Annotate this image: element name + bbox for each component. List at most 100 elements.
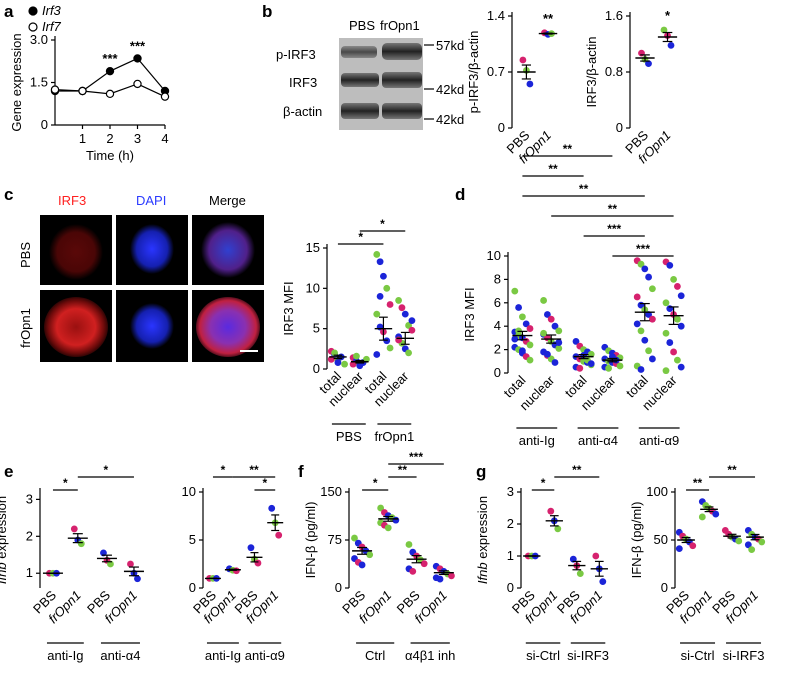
d-ytick-label-2: 4 xyxy=(494,318,501,333)
f-group-0-point-4 xyxy=(366,551,374,559)
d-group-1-point-15 xyxy=(540,329,547,337)
f-group-3-point-6 xyxy=(436,575,444,583)
d-group-1-point-2 xyxy=(547,315,555,323)
a-xtick-label-1: 2 xyxy=(106,131,113,146)
blot-band-actin-fropn1 xyxy=(382,103,422,119)
d-group-4-point-10 xyxy=(633,320,641,328)
d-group-5-point-9 xyxy=(677,322,685,330)
d-group-1-point-3 xyxy=(551,322,559,330)
d-sig-3: ** xyxy=(608,202,618,216)
f-group-0-point-7 xyxy=(358,561,366,569)
d-group-0-point-17 xyxy=(519,347,526,355)
c-group-label-0: PBS xyxy=(336,429,362,444)
blot-row-pirf3: p-IRF3 xyxy=(276,47,316,62)
d-group-0-point-3 xyxy=(522,320,530,328)
e2-ytick-label-2: 10 xyxy=(182,484,196,499)
e2-ytick-label-0: 0 xyxy=(189,580,196,595)
cell-pbs-irf3 xyxy=(49,224,103,280)
c-sig-1: * xyxy=(380,217,385,231)
d-group-0-point-0 xyxy=(511,287,519,295)
c-ytick-label-1: 5 xyxy=(313,321,320,336)
d-group-5-point-13 xyxy=(674,356,681,364)
c-group-3-point-1 xyxy=(398,304,406,312)
g2-group-0-point-4 xyxy=(689,542,697,550)
d-group-3-point-9 xyxy=(616,362,624,370)
d-sig-0: ** xyxy=(548,162,558,176)
e1-sig-0: * xyxy=(63,476,68,490)
e2-group-3-point-2 xyxy=(275,531,283,539)
a-series-0-point-2 xyxy=(105,66,115,76)
c-group-3-point-0 xyxy=(395,297,403,304)
e2-sig-2: * xyxy=(262,476,267,490)
d-group-1-point-14 xyxy=(555,339,563,346)
d-group-5-point-5 xyxy=(662,299,670,307)
a-annotation-1: *** xyxy=(130,38,146,53)
c-group-3-point-2 xyxy=(401,310,409,318)
cell-pbs-dapi xyxy=(130,224,174,274)
d-group-0-point-4 xyxy=(526,325,534,332)
d-sig-1: *** xyxy=(607,222,621,236)
a-ytick-label-1: 1.5 xyxy=(30,75,48,90)
c-group-3-point-4 xyxy=(408,326,416,334)
f-group-2-point-0 xyxy=(405,541,413,548)
g1-group-2-point-2 xyxy=(576,570,584,577)
g1-ytick-label-3: 3 xyxy=(507,484,514,499)
panel-label-g: g xyxy=(476,462,486,481)
f-group-2-point-4 xyxy=(420,560,428,568)
e1-ytick-label-2: 3 xyxy=(26,491,33,506)
blot-col-pbs: PBS xyxy=(349,18,375,33)
micro-channel-irf3: IRF3 xyxy=(58,193,86,208)
g2-ytick-label-1: 50 xyxy=(654,532,668,547)
d-group-5-point-2 xyxy=(670,276,677,283)
panel-label-d: d xyxy=(455,185,465,204)
b1-ylabel: p-IRF3/β-actin xyxy=(466,31,481,114)
blot-band-pirf3-pbs xyxy=(341,46,377,58)
cell-fropn1-irf3 xyxy=(44,297,108,357)
d-group-0-point-1 xyxy=(515,304,522,311)
g2-ylabel: IFN-β (pg/ml) xyxy=(629,502,644,579)
f-group-1-point-4 xyxy=(392,516,400,524)
d-group-1-point-16 xyxy=(544,350,551,358)
d-group-4-point-5 xyxy=(633,293,641,301)
c-ytick-label-3: 15 xyxy=(306,240,320,255)
d-group-0-point-9 xyxy=(526,341,534,349)
g2-sig-0: ** xyxy=(693,476,703,490)
blot-band-irf3-pbs xyxy=(341,73,379,87)
b1-ytick-label-1: 0.7 xyxy=(487,64,505,79)
a-series-1-point-4 xyxy=(160,92,170,101)
f-group-2-point-6 xyxy=(409,567,417,575)
blot-band-actin-pbs xyxy=(341,103,379,119)
c-group-1-point-7 xyxy=(356,362,364,370)
c-group-2-point-11 xyxy=(376,293,384,300)
c-group-3-point-10 xyxy=(395,336,403,344)
d-ytick-label-4: 8 xyxy=(494,271,501,286)
b1-ytick-label-2: 1.4 xyxy=(487,8,505,23)
blot-band-irf3-fropn1 xyxy=(382,72,422,88)
c-group-2-point-4 xyxy=(386,301,394,308)
b2-ylabel: IRF3/β-actin xyxy=(584,36,599,107)
a-legend-label-1: Irf7 xyxy=(42,19,62,34)
c-group-2-point-2 xyxy=(380,272,387,280)
f-group-label-0: Ctrl xyxy=(365,648,385,663)
micro-channel-dapi: DAPI xyxy=(136,193,166,208)
microscopy-grid: IRF3 DAPI Merge PBS frOpn1 xyxy=(18,193,264,362)
d-ytick-label-5: 10 xyxy=(487,248,501,263)
e2-ytick-label-1: 5 xyxy=(189,532,196,547)
c-group-2-point-0 xyxy=(373,251,381,258)
d-ytick-label-3: 6 xyxy=(494,295,501,310)
c-group-3-point-3 xyxy=(405,322,412,329)
d-sig-5: *** xyxy=(636,242,650,256)
f-group-1-point-7 xyxy=(384,524,392,532)
c-group-1-point-5 xyxy=(349,360,357,368)
d-group-2-point-14 xyxy=(587,360,595,368)
e1-group-label-1: anti-α4 xyxy=(100,648,140,663)
d-group-2-point-0 xyxy=(572,338,580,345)
d-group-0-point-15 xyxy=(511,335,519,343)
c-ylabel: IRF3 MFI xyxy=(281,281,296,335)
panel-label-e: e xyxy=(4,462,13,481)
panel-label-b: b xyxy=(262,2,272,21)
c-group-3-point-9 xyxy=(408,317,416,324)
d-group-5-point-8 xyxy=(674,315,681,323)
a-xtick-label-3: 4 xyxy=(161,131,168,146)
b2-ytick-label-0: 0 xyxy=(616,120,623,135)
